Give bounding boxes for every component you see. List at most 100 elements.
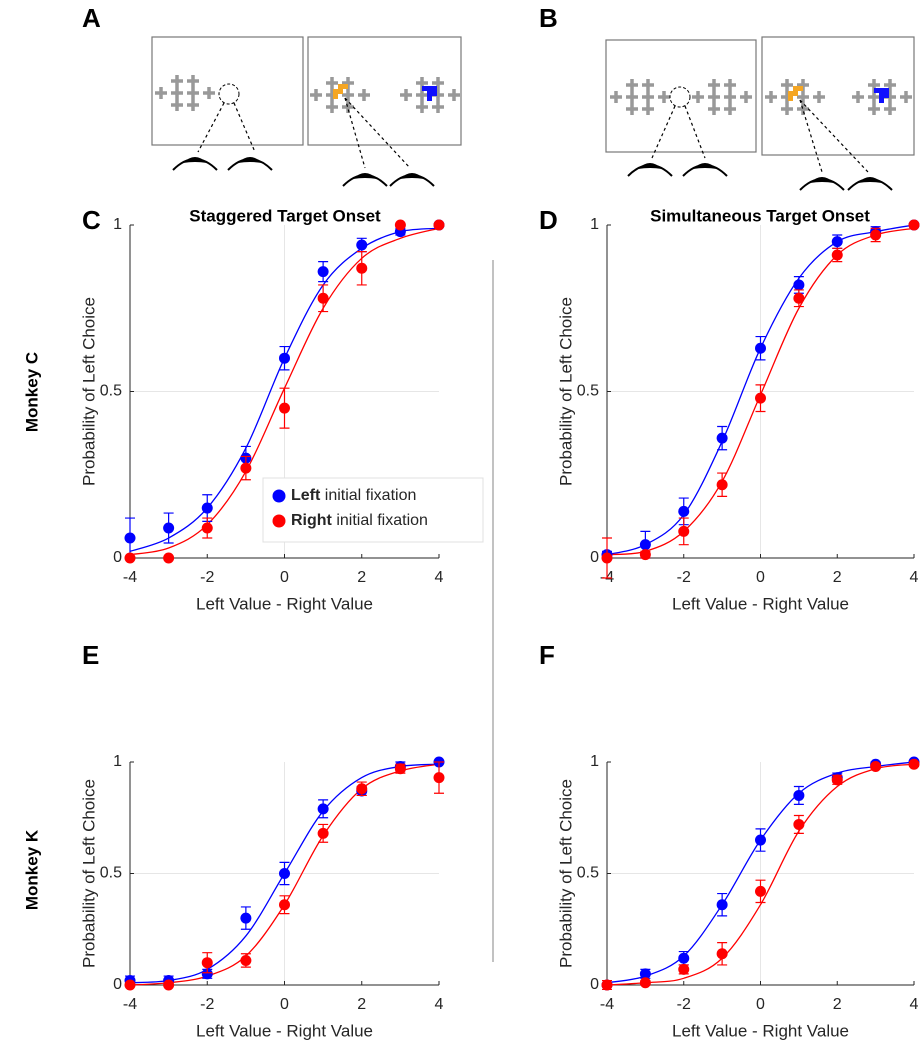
- y-axis-label: Probability of Left Choice: [556, 297, 575, 486]
- cross: [626, 79, 638, 91]
- gaze-line: [344, 97, 366, 169]
- cross: [781, 103, 793, 115]
- data-point: [394, 219, 406, 231]
- y-tick-label: 1: [113, 753, 122, 770]
- data-point: [716, 899, 728, 911]
- gaze-line: [651, 105, 676, 159]
- x-tick-label: 0: [756, 996, 765, 1013]
- target-block: [788, 91, 793, 96]
- x-tick-label: -2: [200, 569, 214, 586]
- data-point: [317, 803, 329, 815]
- schematics: [151, 36, 915, 191]
- cross: [155, 87, 167, 99]
- x-tick-label: 4: [910, 569, 919, 586]
- data-point: [639, 549, 651, 561]
- target-block: [338, 84, 343, 89]
- eye-pupil: [238, 157, 262, 163]
- data-point: [678, 963, 690, 975]
- target-block: [884, 88, 889, 93]
- target-block: [333, 94, 338, 99]
- data-point: [356, 783, 368, 795]
- y-tick-label: 0: [113, 549, 122, 566]
- cross: [187, 75, 199, 87]
- cross: [765, 91, 777, 103]
- data-point: [678, 525, 690, 537]
- cross: [724, 79, 736, 91]
- y-tick-label: 1: [590, 216, 599, 233]
- x-tick-label: 4: [910, 996, 919, 1013]
- cross: [310, 89, 322, 101]
- x-axis-label: Left Value - Right Value: [672, 594, 849, 613]
- eye-pupil: [810, 177, 834, 183]
- cross: [884, 79, 896, 91]
- cross: [724, 103, 736, 115]
- fixation-circle: [669, 86, 691, 108]
- cross: [171, 99, 183, 111]
- target-block: [333, 89, 338, 94]
- cross: [626, 91, 638, 103]
- target-block: [879, 88, 884, 93]
- screen: [307, 36, 462, 146]
- cross: [900, 91, 912, 103]
- data-point: [601, 552, 613, 564]
- cross: [342, 89, 354, 101]
- cross: [400, 89, 412, 101]
- screen: [761, 36, 915, 156]
- x-tick-label: 0: [756, 569, 765, 586]
- cross: [326, 77, 338, 89]
- panel-letter: D: [539, 205, 558, 235]
- gaze-line: [344, 97, 411, 169]
- cross: [610, 91, 622, 103]
- data-point: [793, 818, 805, 830]
- y-tick-label: 0: [113, 976, 122, 993]
- data-point: [124, 532, 136, 544]
- cross: [708, 91, 720, 103]
- cross: [884, 103, 896, 115]
- eye-pupil: [400, 173, 424, 179]
- target-block: [427, 96, 432, 101]
- data-point: [201, 957, 213, 969]
- panel-letter: A: [82, 3, 101, 33]
- data-point: [124, 552, 136, 564]
- x-tick-label: 2: [833, 569, 842, 586]
- cross: [797, 103, 809, 115]
- data-point: [755, 885, 766, 897]
- data-point: [201, 522, 213, 534]
- data-point: [831, 236, 843, 248]
- data-point: [793, 279, 805, 291]
- target-block: [338, 89, 343, 94]
- x-tick-label: 2: [357, 569, 366, 586]
- x-tick-label: 2: [833, 996, 842, 1013]
- data-point: [678, 952, 690, 964]
- data-point: [201, 968, 213, 980]
- data-point: [870, 229, 882, 241]
- target-block: [874, 88, 879, 93]
- cross: [171, 87, 183, 99]
- fit-curve: [606, 224, 915, 556]
- gaze-line: [799, 99, 869, 173]
- cross: [708, 79, 720, 91]
- data-point: [394, 763, 406, 775]
- x-tick-label: -4: [600, 996, 614, 1013]
- data-point: [433, 772, 445, 784]
- gaze-line: [684, 105, 706, 159]
- data-point: [317, 292, 329, 304]
- cross: [432, 77, 444, 89]
- x-axis-label: Left Value - Right Value: [672, 1021, 849, 1040]
- cross: [203, 87, 215, 99]
- cross: [708, 103, 720, 115]
- cross: [692, 91, 704, 103]
- x-tick-label: 4: [435, 569, 444, 586]
- panel-letter: C: [82, 205, 101, 235]
- target-block: [793, 86, 798, 91]
- cross: [448, 89, 460, 101]
- data-point: [755, 834, 766, 846]
- cross: [781, 79, 793, 91]
- data-point: [163, 552, 175, 564]
- data-point: [124, 979, 136, 991]
- row-label: Monkey K: [22, 829, 41, 910]
- cross: [868, 103, 880, 115]
- data-point: [201, 502, 213, 514]
- data-point: [279, 402, 290, 414]
- screen: [151, 36, 304, 146]
